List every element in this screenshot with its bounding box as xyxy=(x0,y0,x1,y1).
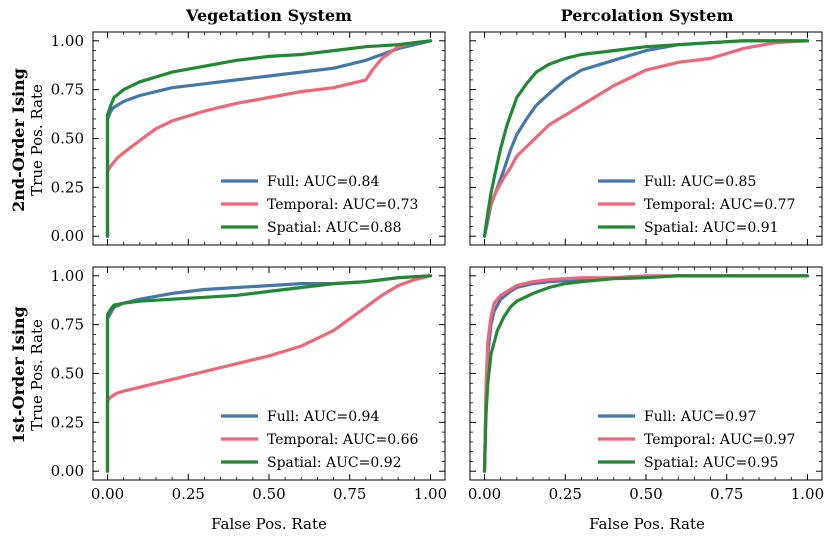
panel-2: 0.00 0.00 0.25 0.25 0.50 0.50 0.75 0.75 1.00 1.00… xyxy=(51,266,447,503)
legend: Full: AUC=0.85 Temporal: AUC=0.77 Spatial:… xyxy=(598,174,795,236)
legend-label-spatial: Spatial: AUC=0.91 xyxy=(644,220,779,236)
series-line-spatial xyxy=(482,274,810,473)
x-tick-label: 0.75 xyxy=(710,485,743,503)
x-tick-label: 0.25 xyxy=(172,485,205,503)
axes-frame xyxy=(469,31,823,246)
series-line-temporal xyxy=(105,39,433,238)
xlabel-left: False Pos. Rate xyxy=(211,515,327,533)
y-tick-label: 0.50 xyxy=(51,130,84,148)
y-tick-label: 0.75 xyxy=(51,316,84,334)
ylabel-bottom: True Pos. Rate xyxy=(28,319,46,431)
legend-label-temporal: Temporal: AUC=0.73 xyxy=(267,197,418,213)
legend-label-spatial: Spatial: AUC=0.88 xyxy=(267,220,402,236)
series-line-spatial xyxy=(105,274,433,473)
panel-0: 0.00 0.25 0.50 0.75 1.00 Full: AUC=0.84 Tempor… xyxy=(51,31,446,246)
x-tick-label: 0.75 xyxy=(333,485,366,503)
legend-label-temporal: Temporal: AUC=0.97 xyxy=(644,432,795,448)
x-tick-label: 0.25 xyxy=(549,485,582,503)
legend-label-temporal: Temporal: AUC=0.77 xyxy=(644,197,795,213)
panel-3: 0.00 0.25 0.50 0.75 1.00 Full: AUC=0.97 Tempor… xyxy=(468,266,824,503)
x-tick-label: 1.00 xyxy=(791,485,824,503)
legend-label-full: Full: AUC=0.97 xyxy=(644,409,756,425)
x-tick-label: 1.00 xyxy=(414,485,447,503)
series-line-spatial xyxy=(482,39,810,238)
x-tick-label: 0.50 xyxy=(629,485,662,503)
axes-frame xyxy=(92,31,446,246)
xlabel-right: False Pos. Rate xyxy=(589,515,705,533)
legend-label-full: Full: AUC=0.85 xyxy=(644,174,756,190)
y-tick-label: 1.00 xyxy=(51,32,84,50)
series-line-spatial xyxy=(105,39,433,238)
x-tick-label: 0.00 xyxy=(91,485,124,503)
x-tick-label: 0.00 xyxy=(468,485,501,503)
series-line-temporal xyxy=(482,39,810,238)
y-tick-label: 0.00 xyxy=(51,462,84,480)
legend: Full: AUC=0.94 Temporal: AUC=0.66 Spatial:… xyxy=(221,409,419,471)
legend-label-spatial: Spatial: AUC=0.95 xyxy=(644,455,779,471)
column-title-percolation: Percolation System xyxy=(561,6,734,25)
y-tick-label: 1.00 xyxy=(51,267,84,285)
x-tick-label: 0.50 xyxy=(252,485,285,503)
legend-label-temporal: Temporal: AUC=0.66 xyxy=(267,432,419,448)
legend: Full: AUC=0.84 Temporal: AUC=0.73 Spatial:… xyxy=(221,174,418,236)
column-title-vegetation: Vegetation System xyxy=(185,6,352,25)
legend-label-spatial: Spatial: AUC=0.92 xyxy=(267,455,402,471)
series-line-full xyxy=(105,39,433,238)
legend-label-full: Full: AUC=0.94 xyxy=(267,409,379,425)
series-line-temporal xyxy=(105,274,433,473)
row-title-1st-order: 1st-Order Ising xyxy=(9,306,28,443)
panel-1: Full: AUC=0.85 Temporal: AUC=0.77 Spatial:… xyxy=(469,31,823,246)
legend-label-full: Full: AUC=0.84 xyxy=(267,174,379,190)
y-tick-label: 0.00 xyxy=(51,227,84,245)
row-title-2nd-order: 2nd-Order Ising xyxy=(9,68,28,212)
y-tick-label: 0.25 xyxy=(51,178,84,196)
y-tick-label: 0.50 xyxy=(51,365,84,383)
legend: Full: AUC=0.97 Temporal: AUC=0.97 Spatial:… xyxy=(598,409,795,471)
ylabel-top: True Pos. Rate xyxy=(28,84,46,196)
y-tick-label: 0.75 xyxy=(51,81,84,99)
y-tick-label: 0.25 xyxy=(51,413,84,431)
